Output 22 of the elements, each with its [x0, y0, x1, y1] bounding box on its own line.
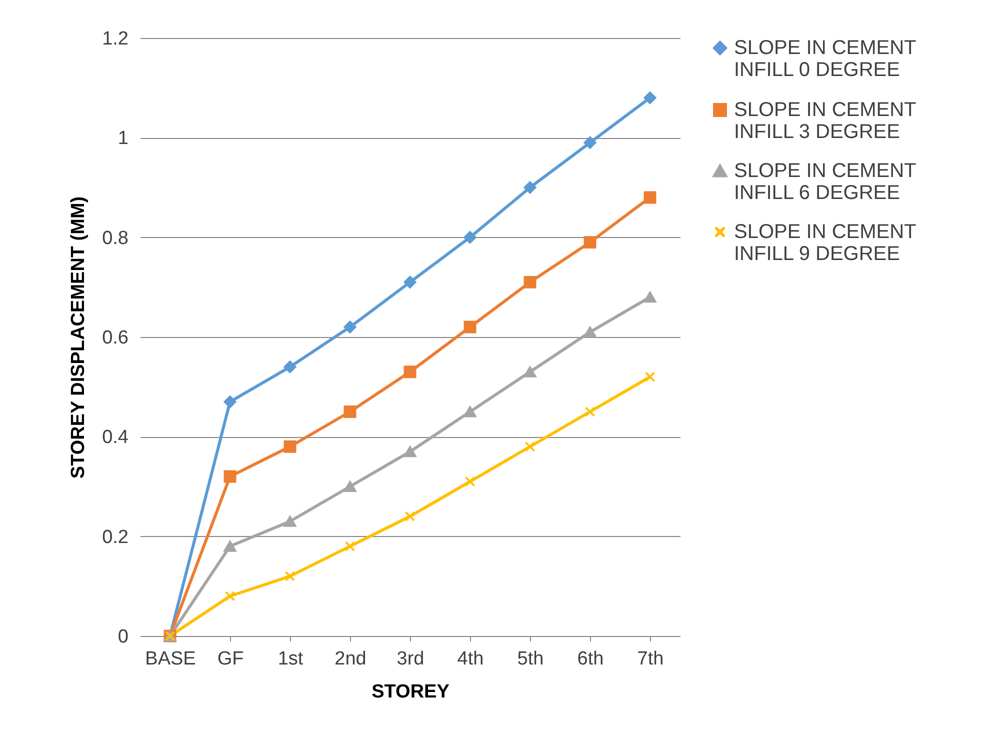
y-axis-title: STOREY DISPLACEMENT (MM)	[68, 196, 90, 479]
legend-label: SLOPE IN CEMENT INFILL 6 DEGREE	[734, 160, 916, 204]
x-tick-label: GF	[217, 648, 244, 670]
legend-label: SLOPE IN CEMENT INFILL 3 DEGREE	[734, 99, 916, 143]
x-tick-label: BASE	[145, 648, 196, 670]
y-tick-label: 0.6	[102, 328, 128, 348]
x-tick-label: 4th	[457, 648, 484, 670]
x-tick-label: 5th	[517, 648, 544, 670]
legend-label: SLOPE IN CEMENT INFILL 9 DEGREE	[734, 221, 916, 265]
y-tick-label: 0.2	[102, 526, 128, 548]
x-axis-title: STOREY	[372, 682, 450, 702]
y-tick-label: 0.4	[102, 427, 129, 448]
x-tick-label: 6th	[577, 648, 604, 670]
legend-label: SLOPE IN CEMENT INFILL 0 DEGREE	[734, 37, 916, 81]
x-tick-label: 2nd	[334, 648, 366, 670]
y-tick-label: 0.8	[102, 228, 128, 249]
x-tick-label: 7th	[637, 648, 664, 670]
y-tick-label: 0	[118, 626, 128, 648]
y-tick-label: 1	[118, 128, 128, 150]
y-tick-label: 1.2	[102, 28, 128, 50]
x-tick-label: 1st	[278, 648, 304, 670]
x-tick-label: 3rd	[396, 648, 424, 670]
